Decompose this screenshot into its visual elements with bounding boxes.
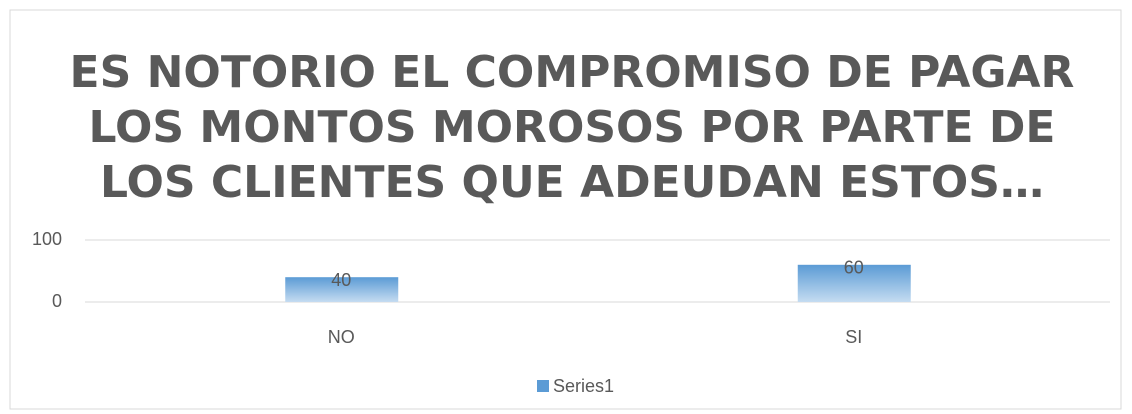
data-label: 60 bbox=[844, 258, 864, 278]
chart-title: ES NOTORIO EL COMPROMISO DE PAGAR bbox=[70, 47, 1075, 98]
legend-swatch bbox=[537, 380, 549, 392]
chart-title: LOS MONTOS MOROSOS POR PARTE DE bbox=[89, 102, 1056, 153]
y-tick-label: 100 bbox=[32, 229, 62, 249]
x-tick-label: NO bbox=[328, 327, 355, 347]
data-label: 40 bbox=[331, 270, 351, 290]
y-tick-label: 0 bbox=[52, 291, 62, 311]
chart-title: LOS CLIENTES QUE ADEUDAN ESTOS… bbox=[100, 157, 1044, 208]
bar bbox=[797, 264, 911, 302]
chart-frame bbox=[9, 9, 1122, 410]
legend-label: Series1 bbox=[553, 376, 614, 396]
x-tick-label: SI bbox=[845, 327, 862, 347]
bar bbox=[285, 277, 399, 302]
